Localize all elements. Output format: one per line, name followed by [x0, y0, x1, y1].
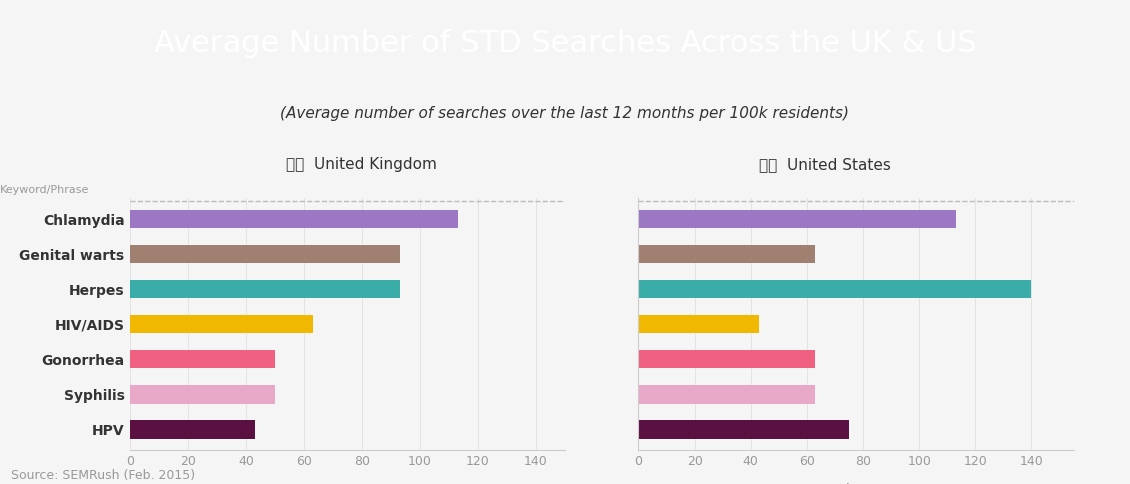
Bar [130, 385, 275, 404]
Bar [130, 350, 275, 368]
Bar [130, 210, 458, 228]
Bar [638, 315, 759, 333]
Bar [130, 421, 254, 439]
Text: 🇺🇸  United States: 🇺🇸 United States [759, 157, 890, 172]
Bar [130, 280, 400, 298]
Text: Average Number of STD Searches Across the UK & US: Average Number of STD Searches Across th… [154, 29, 976, 58]
Bar [638, 385, 815, 404]
Text: (Average number of searches over the last 12 months per 100k residents): (Average number of searches over the las… [280, 106, 850, 121]
Bar [638, 245, 815, 263]
Bar [638, 210, 956, 228]
Bar [130, 315, 313, 333]
Bar [638, 280, 1032, 298]
Bar [638, 350, 815, 368]
Bar [638, 421, 849, 439]
Text: Source: SEMRush (Feb. 2015): Source: SEMRush (Feb. 2015) [11, 469, 195, 482]
Text: 🇬🇧  United Kingdom: 🇬🇧 United Kingdom [286, 157, 437, 172]
Bar [130, 245, 400, 263]
Text: Volume: Volume [831, 483, 881, 484]
Text: Keyword/Phrase: Keyword/Phrase [0, 185, 89, 195]
